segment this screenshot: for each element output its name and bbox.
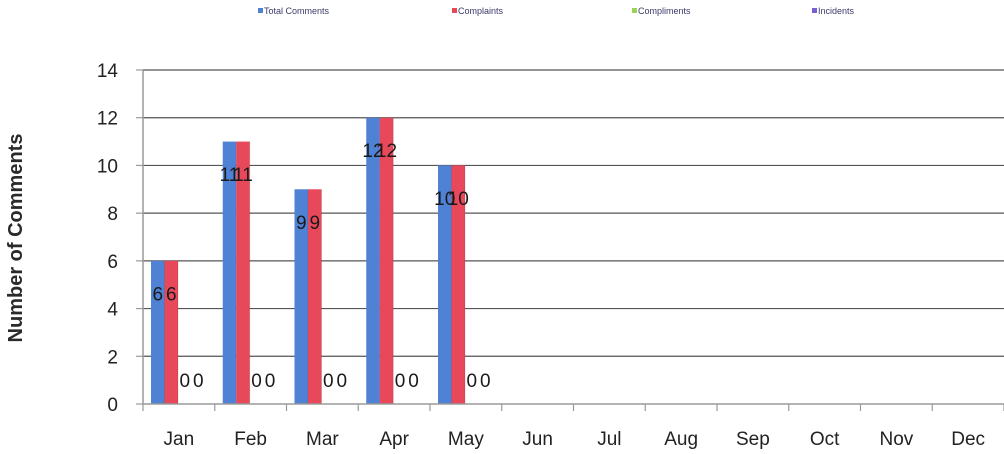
- legend-swatch: [812, 8, 817, 13]
- data-label: 12: [376, 141, 397, 162]
- y-tick-label: 0: [107, 395, 118, 416]
- data-label: 0: [480, 371, 491, 392]
- x-tick-label: Nov: [879, 429, 913, 450]
- bar-complaints: [379, 117, 394, 404]
- legend-label: Incidents: [818, 6, 855, 16]
- legend: Total Comments Complaints Compliments Incid…: [258, 6, 855, 16]
- y-tick-label: 10: [97, 156, 118, 177]
- x-tick-label: Jan: [164, 429, 195, 450]
- data-label: 0: [323, 371, 334, 392]
- data-label: 0: [336, 371, 347, 392]
- bar-total-comments: [438, 165, 452, 404]
- data-label: 6: [166, 284, 177, 305]
- data-label: 0: [251, 371, 262, 392]
- x-tick-label: Dec: [951, 429, 985, 450]
- y-axis-label: Number of Comments: [5, 134, 27, 343]
- legend-swatch: [632, 8, 637, 13]
- legend-swatch: [452, 8, 457, 13]
- legend-label: Complaints: [458, 6, 504, 16]
- x-tick-label: Feb: [234, 429, 267, 450]
- bar-total-comments: [294, 189, 308, 404]
- legend-label: Total Comments: [264, 6, 330, 16]
- bar-total-comments: [222, 141, 237, 405]
- x-tick-label: Apr: [379, 429, 409, 450]
- data-label: 11: [220, 165, 240, 186]
- x-tick-label: Jun: [522, 429, 553, 450]
- x-tick-label: Sep: [736, 429, 770, 450]
- data-label: 0: [265, 371, 276, 392]
- y-tick-label: 8: [107, 204, 118, 225]
- bars: [151, 117, 466, 405]
- data-label: 6: [152, 284, 163, 305]
- data-label: 10: [448, 189, 469, 210]
- bar-total-comments: [366, 117, 380, 404]
- x-tick-label: Jul: [597, 429, 621, 450]
- legend-label: Compliments: [638, 6, 691, 16]
- data-label: 11: [233, 165, 253, 186]
- bar-complaints: [164, 260, 178, 404]
- bar-complaints: [308, 189, 322, 404]
- x-tick-label: May: [448, 429, 484, 450]
- data-label: 10: [434, 189, 455, 210]
- data-label: 0: [179, 371, 190, 392]
- data-label: 0: [408, 371, 419, 392]
- y-axis-ticks: 0 2 4 6 8 10 12 14: [97, 61, 143, 416]
- data-label: 0: [395, 371, 406, 392]
- y-tick-label: 4: [107, 300, 118, 321]
- x-tick-label: Oct: [810, 429, 840, 450]
- data-label: 9: [309, 213, 320, 234]
- bar-total-comments: [151, 260, 165, 404]
- data-label: 9: [296, 213, 307, 234]
- data-label: 0: [466, 371, 477, 392]
- gridlines: [143, 69, 1004, 357]
- y-tick-label: 2: [107, 347, 118, 368]
- x-tick-label: Mar: [306, 429, 339, 450]
- x-tick-label: Aug: [664, 429, 698, 450]
- y-tick-label: 12: [97, 109, 118, 130]
- data-label: 12: [362, 141, 383, 162]
- bar-complaints: [451, 165, 465, 404]
- bar-complaints: [236, 141, 250, 405]
- x-axis-ticks: Jan Feb Mar Apr May Jun Jul Aug Sep Oct Nov Dec: [142, 404, 1004, 450]
- y-tick-label: 14: [97, 61, 119, 82]
- legend-swatch: [258, 8, 263, 13]
- data-label: 0: [193, 371, 204, 392]
- y-tick-label: 6: [107, 252, 118, 273]
